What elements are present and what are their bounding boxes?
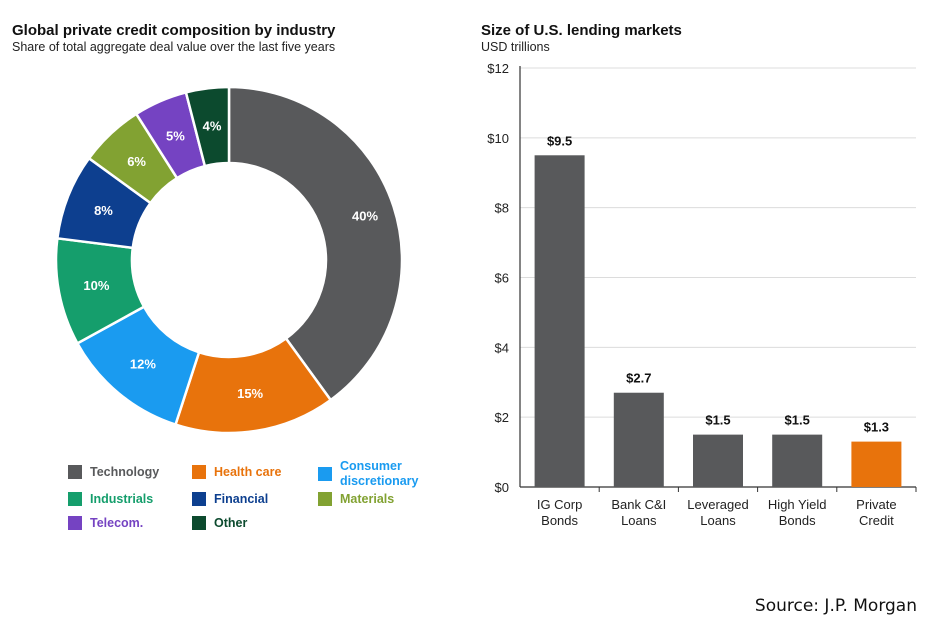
x-category-label: IG Corp <box>537 497 583 512</box>
bar-leveraged-loans <box>693 434 743 487</box>
donut-chart-title: Global private credit composition by ind… <box>12 22 336 39</box>
donut-label-consumer-discretionary: 12% <box>130 357 156 372</box>
legend-item-technology: Technology <box>68 465 159 479</box>
legend-swatch <box>68 465 82 479</box>
x-category-label: High Yield <box>768 497 827 512</box>
legend-swatch <box>68 492 82 506</box>
y-tick-label: $10 <box>487 131 509 146</box>
legend-label: Health care <box>214 465 282 479</box>
x-category-label: Credit <box>859 513 894 528</box>
bar-value-label: $9.5 <box>547 133 572 148</box>
legend-item-financial: Financial <box>192 492 268 506</box>
legend-label: Technology <box>90 465 160 479</box>
legend-label: Materials <box>340 492 395 506</box>
bar-private-credit <box>851 441 902 487</box>
y-tick-label: $0 <box>495 480 509 495</box>
legend-item-other: Other <box>192 516 247 530</box>
legend-label: Consumer discretionary <box>340 459 419 488</box>
donut-label-financial: 8% <box>94 203 113 218</box>
x-category-label: Private <box>856 497 896 512</box>
legend-swatch <box>318 467 332 481</box>
bar-value-label: $1.5 <box>705 413 730 428</box>
donut-label-other: 4% <box>203 119 222 134</box>
legend-swatch <box>318 492 332 506</box>
legend-label: Telecom. <box>90 516 144 530</box>
legend-label: Other <box>214 516 248 530</box>
legend-item-materials: Materials <box>318 492 394 506</box>
legend-swatch <box>192 492 206 506</box>
donut-label-telecom: 5% <box>166 129 185 144</box>
legend-item-health-care: Health care <box>192 465 281 479</box>
legend-item-telecom: Telecom. <box>68 516 143 530</box>
donut-slice-technology <box>227 85 404 402</box>
donut-label-health-care: 15% <box>237 386 263 401</box>
donut-label-technology: 40% <box>352 208 378 223</box>
y-tick-label: $4 <box>495 340 509 355</box>
x-category-label: Bank C&I <box>611 497 666 512</box>
x-category-label: Leveraged <box>687 497 748 512</box>
bar-bank-c-i-loans <box>613 392 664 487</box>
donut-slice-other <box>184 85 231 168</box>
y-tick-label: $8 <box>495 201 509 216</box>
legend-label: Industrials <box>90 492 154 506</box>
bar-chart-subtitle: USD trillions <box>481 40 550 54</box>
x-category-label: Bonds <box>779 513 816 528</box>
bar-value-label: $1.3 <box>864 420 889 435</box>
legend-label: Financial <box>214 492 269 506</box>
x-category-label: Bonds <box>541 513 578 528</box>
x-category-label: Loans <box>700 513 736 528</box>
legend-swatch <box>68 516 82 530</box>
x-category-label: Loans <box>621 513 657 528</box>
donut-chart-subtitle: Share of total aggregate deal value over… <box>12 40 336 54</box>
bar-value-label: $1.5 <box>785 413 810 428</box>
legend-item-consumer-discretionary: Consumer discretionary <box>318 459 419 489</box>
y-tick-label: $2 <box>495 410 509 425</box>
y-tick-label: $12 <box>487 61 509 76</box>
source-note: Source: J.P. Morgan <box>754 596 917 616</box>
bar-ig-corp-bonds <box>534 155 585 487</box>
bar-chart-title: Size of U.S. lending markets <box>481 22 682 39</box>
legend-swatch <box>192 465 206 479</box>
y-tick-label: $6 <box>495 271 509 286</box>
donut-label-materials: 6% <box>127 154 146 169</box>
bar-high-yield-bonds <box>772 434 823 487</box>
bar-value-label: $2.7 <box>626 371 651 386</box>
legend-item-industrials: Industrials <box>68 492 153 506</box>
legend-swatch <box>192 516 206 530</box>
donut-label-industrials: 10% <box>83 278 109 293</box>
